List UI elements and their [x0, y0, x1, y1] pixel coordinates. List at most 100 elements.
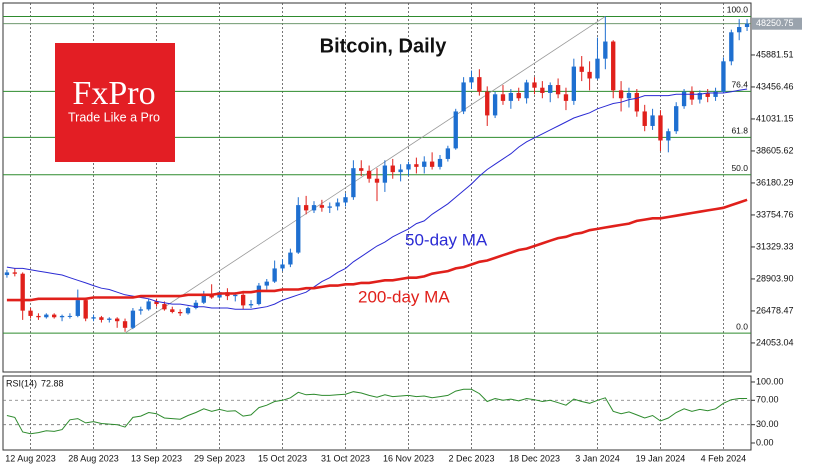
candle-body: [737, 27, 742, 33]
candle-body: [256, 285, 262, 305]
candle-body: [548, 85, 553, 93]
candle-body: [311, 205, 317, 211]
candle-body: [445, 148, 451, 159]
candle-body: [366, 170, 372, 179]
candle-body: [335, 202, 340, 207]
candle-body: [374, 178, 380, 183]
candle-body: [327, 206, 332, 208]
candle-body: [634, 92, 639, 112]
y-tick-label: 26478.47: [756, 305, 794, 315]
candle-body: [618, 90, 624, 99]
fib-label: 0.0: [736, 321, 748, 331]
candle-body: [500, 94, 506, 101]
moving-average: [6, 198, 748, 302]
rsi-tick-label: 30.00: [756, 419, 779, 429]
rsi-value: 72.88: [41, 378, 64, 388]
candle-body: [485, 91, 490, 116]
y-tick-label: 33754.76: [756, 209, 794, 219]
candle-body: [91, 317, 96, 319]
candle-body: [146, 301, 151, 310]
candle-body: [697, 92, 702, 100]
candle-body: [382, 165, 388, 183]
candle-body: [12, 272, 17, 274]
candle-body: [4, 272, 10, 276]
candle-body: [666, 131, 671, 141]
candle-body: [177, 311, 183, 314]
last-price-box: [752, 17, 802, 30]
x-tick-label: 28 Aug 2023: [68, 453, 119, 463]
candle-body: [20, 273, 25, 311]
rsi-frame: [2, 375, 752, 451]
candle-body: [414, 164, 419, 167]
candle-body: [729, 32, 734, 62]
ma-annotation: 50-day MA: [405, 230, 488, 249]
candle-body: [217, 292, 222, 298]
rsi-tick-label: 0.00: [756, 437, 774, 447]
candle-body: [107, 318, 112, 320]
candle-body: [115, 318, 120, 322]
candle-body: [59, 315, 65, 318]
candle-body: [201, 293, 206, 303]
candle-body: [689, 91, 695, 100]
candle-body: [75, 300, 80, 316]
y-tick-label: 41031.15: [756, 113, 794, 123]
y-tick-label: 45881.51: [756, 49, 794, 59]
y-tick-label: 24053.04: [756, 337, 794, 347]
candle-body: [477, 77, 482, 92]
candle-body: [721, 61, 726, 92]
candle-body: [303, 205, 309, 211]
candle-body: [453, 111, 458, 149]
candle-body: [280, 264, 285, 269]
logo: FxPro Trade Like a Pro: [55, 43, 175, 162]
candle-body: [390, 165, 395, 173]
candle-body: [508, 92, 514, 101]
fib-label: 61.8: [731, 126, 748, 136]
candle-body: [170, 309, 175, 312]
candle-body: [319, 205, 325, 208]
fib-label: 50.0: [731, 163, 748, 173]
candle-body: [248, 304, 254, 306]
candle-body: [264, 281, 269, 286]
chart-title: Bitcoin, Daily: [320, 35, 448, 57]
rsi-tick-label: 70.00: [756, 395, 779, 405]
candle-body: [681, 91, 687, 107]
y-tick-label: 38605.62: [756, 145, 794, 155]
fib-label: 76.4: [731, 80, 748, 90]
x-tick-label: 29 Sep 2023: [194, 453, 245, 463]
candle-body: [398, 169, 403, 173]
candle-body: [138, 309, 143, 311]
candle-body: [524, 82, 529, 99]
candle-body: [713, 91, 718, 97]
ma-annotation: 200-day MA: [358, 287, 450, 306]
candle-body: [122, 321, 128, 328]
logo-slogan: Trade Like a Pro: [68, 110, 160, 124]
candle-body: [272, 268, 277, 282]
candle-body: [185, 308, 191, 314]
candle-body: [595, 58, 600, 79]
candle-body: [154, 301, 159, 305]
x-tick-label: 2 Dec 2023: [448, 453, 494, 463]
candle-body: [83, 300, 88, 319]
x-tick-label: 15 Oct 2023: [258, 453, 307, 463]
rsi-tick-label: 100.00: [756, 376, 784, 386]
candle-body: [603, 41, 608, 59]
candle-body: [193, 302, 199, 309]
candle-body: [516, 92, 521, 99]
candle-body: [437, 158, 443, 167]
x-tick-label: 3 Jan 2024: [575, 453, 620, 463]
y-tick-label: 31329.33: [756, 241, 794, 251]
y-tick-label: 36180.29: [756, 177, 794, 187]
y-tick-label: 43456.46: [756, 81, 794, 91]
candle-body: [28, 310, 33, 316]
candle-body: [44, 314, 49, 318]
candle-body: [555, 85, 561, 95]
x-tick-label: 13 Sep 2023: [131, 453, 182, 463]
x-tick-label: 16 Nov 2023: [383, 453, 434, 463]
x-tick-label: 12 Aug 2023: [5, 453, 56, 463]
candle-body: [492, 94, 498, 116]
candle-body: [650, 115, 655, 126]
logo-box: [55, 43, 175, 162]
candle-body: [532, 82, 537, 88]
